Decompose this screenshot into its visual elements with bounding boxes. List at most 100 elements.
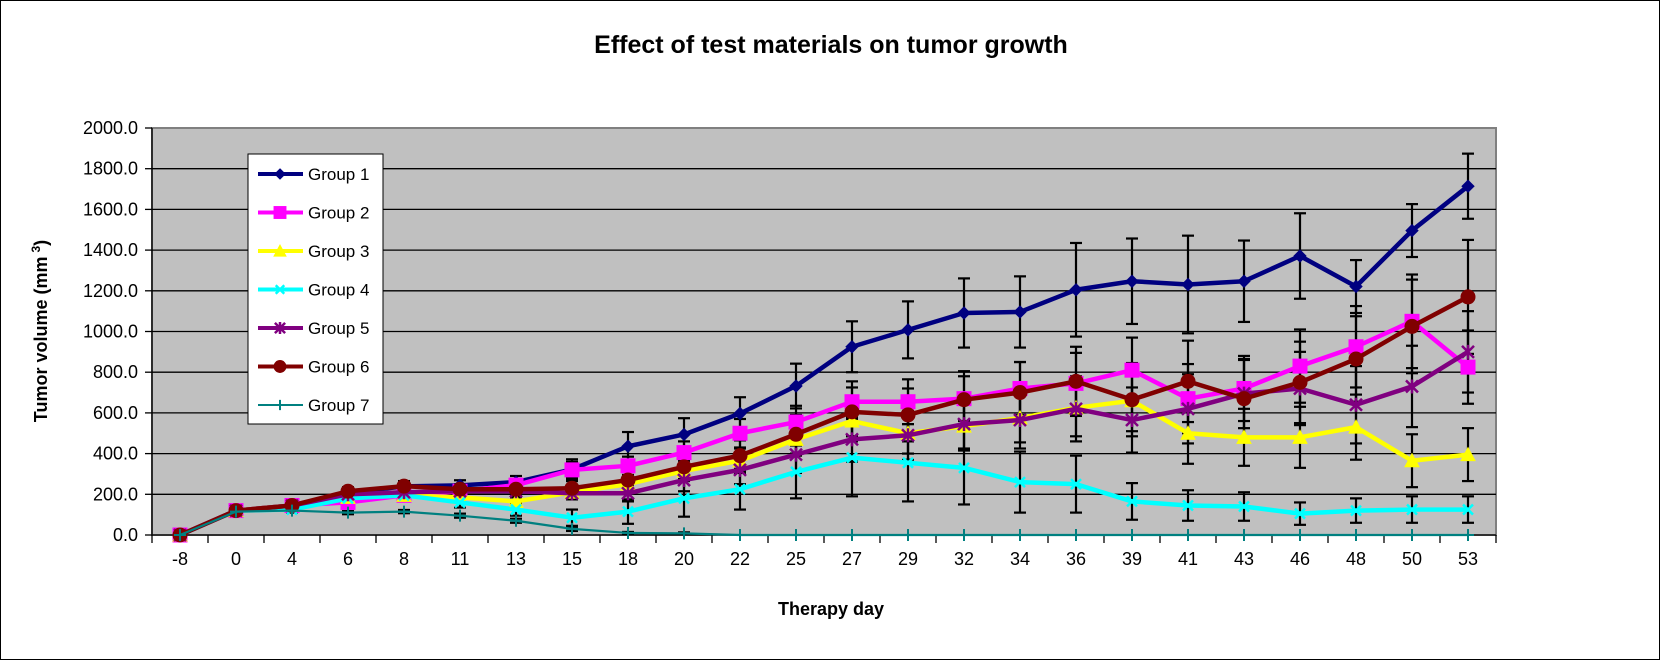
square-marker — [1460, 359, 1476, 375]
x-tick-label: 15 — [562, 549, 582, 569]
legend-item: Group 4 — [258, 281, 369, 300]
plus-marker — [1014, 529, 1026, 541]
data-point-marker — [734, 529, 746, 541]
data-point-marker — [844, 404, 860, 420]
square-marker — [273, 206, 287, 219]
y-axis-title-close: ) — [31, 240, 51, 246]
plus-marker — [230, 505, 242, 518]
legend-item: Group 5 — [258, 319, 369, 338]
data-point-marker — [1292, 429, 1308, 444]
data-point-marker — [1404, 318, 1420, 334]
data-point-marker — [1238, 529, 1250, 541]
y-tick-label: 800.0 — [93, 362, 138, 382]
data-point-marker — [174, 529, 186, 541]
triangle-marker — [1292, 429, 1308, 444]
data-point-marker — [1405, 379, 1419, 394]
data-point-marker — [396, 478, 412, 494]
asterisk-marker — [1013, 413, 1027, 428]
diamond-marker — [1125, 274, 1139, 288]
series-line — [179, 294, 1470, 538]
x-tick-label: 6 — [343, 549, 353, 569]
asterisk-marker — [1069, 401, 1083, 416]
data-point-marker — [1182, 499, 1194, 512]
x-marker — [790, 466, 802, 478]
circle-marker — [844, 404, 860, 420]
x-tick-label: 41 — [1178, 549, 1198, 569]
data-point-marker — [342, 506, 354, 519]
x-marker — [846, 451, 858, 464]
plus-marker — [1238, 529, 1250, 541]
data-point-marker — [846, 451, 858, 464]
y-tick-label: 1400.0 — [83, 240, 138, 260]
data-point-marker — [1293, 249, 1307, 263]
x-marker — [1126, 495, 1138, 508]
diamond-marker — [1461, 179, 1475, 193]
diamond-marker — [789, 379, 803, 393]
circle-marker — [452, 481, 468, 497]
asterisk-marker — [274, 322, 286, 334]
data-point-marker — [1349, 279, 1363, 294]
data-point-marker — [677, 473, 691, 488]
circle-marker — [564, 480, 580, 496]
y-tick-label: 400.0 — [93, 444, 138, 464]
triangle-marker — [1348, 419, 1364, 434]
data-point-marker — [733, 406, 747, 421]
x-marker — [1182, 499, 1194, 512]
data-point-marker — [452, 481, 468, 497]
x-marker — [566, 511, 578, 524]
data-point-marker — [1236, 391, 1252, 407]
diamond-marker — [1013, 305, 1027, 319]
circle-marker — [1180, 373, 1196, 389]
legend-label: Group 6 — [308, 358, 369, 377]
diamond-marker — [733, 406, 747, 421]
data-point-marker — [1404, 452, 1420, 468]
triangle-marker — [1404, 452, 1420, 468]
data-point-marker — [846, 529, 858, 541]
chart-title: Effect of test materials on tumor growth — [594, 31, 1068, 59]
plus-marker — [1070, 529, 1082, 541]
y-tick-label: 600.0 — [93, 403, 138, 423]
data-point-marker — [1237, 274, 1251, 288]
data-point-marker — [1406, 529, 1418, 541]
circle-marker — [1236, 391, 1252, 407]
data-point-marker — [732, 425, 748, 441]
x-tick-label: 25 — [786, 549, 806, 569]
data-point-marker — [1014, 529, 1026, 541]
data-point-marker — [620, 458, 636, 474]
data-point-marker — [678, 527, 690, 540]
square-marker — [564, 462, 580, 478]
data-point-marker — [454, 496, 466, 509]
plus-marker — [174, 529, 186, 541]
data-point-marker — [620, 472, 636, 488]
circle-marker — [1348, 351, 1364, 367]
data-point-marker — [274, 399, 286, 411]
data-point-marker — [1125, 274, 1139, 288]
data-point-marker — [1350, 504, 1362, 517]
data-point-marker — [1012, 385, 1028, 401]
x-tick-label: 46 — [1290, 549, 1310, 569]
circle-marker — [732, 448, 748, 464]
plus-marker — [734, 529, 746, 541]
diamond-marker — [1069, 283, 1083, 297]
square-marker — [620, 458, 636, 474]
circle-marker — [900, 407, 916, 423]
data-point-marker — [790, 529, 802, 541]
square-marker — [900, 394, 916, 410]
x-marker — [902, 456, 914, 469]
asterisk-marker — [1349, 397, 1363, 412]
circle-marker — [1404, 318, 1420, 334]
legend-item: Group 3 — [258, 242, 369, 261]
data-point-marker — [274, 284, 286, 295]
circle-marker — [1012, 385, 1028, 401]
diamond-marker — [1237, 274, 1251, 288]
data-point-marker — [1125, 413, 1139, 428]
data-point-marker — [845, 432, 859, 447]
data-point-marker — [1462, 503, 1474, 516]
x-marker — [1462, 503, 1474, 516]
x-tick-label: 18 — [618, 549, 638, 569]
triangle-marker — [1236, 429, 1252, 444]
data-point-marker — [566, 522, 578, 535]
circle-marker — [676, 459, 692, 475]
data-point-marker — [844, 412, 860, 428]
